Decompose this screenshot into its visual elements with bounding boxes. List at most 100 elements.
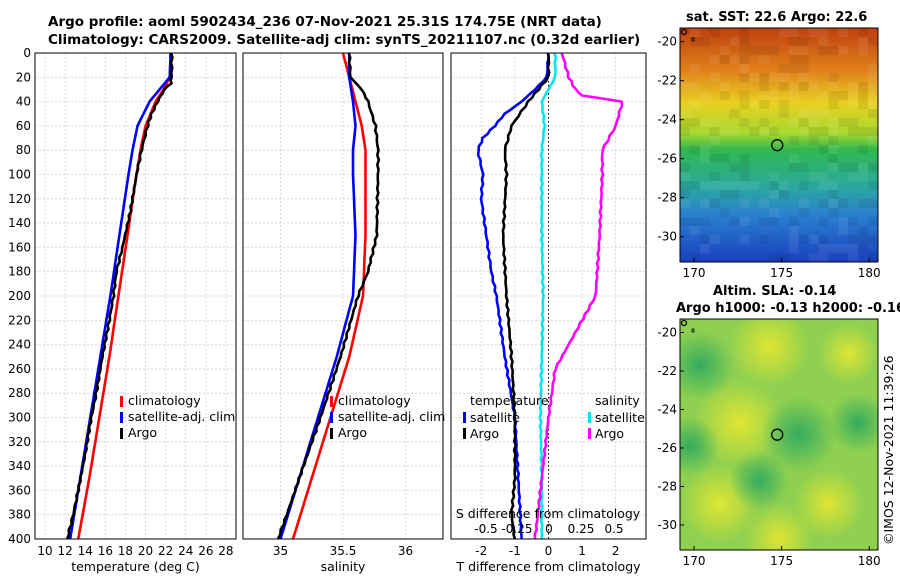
sst-pixel [838, 163, 849, 172]
sst-pixel [709, 28, 720, 37]
sst-pixel [828, 145, 839, 154]
sst-pixel [808, 172, 819, 181]
sst-pixel [719, 46, 730, 55]
sst-pixel [868, 73, 878, 82]
map-y-tick-label: -22 [657, 364, 677, 378]
sst-pixel [858, 235, 869, 244]
sla-anomaly [729, 319, 810, 387]
sst-pixel [739, 46, 750, 55]
map-y-tick-label: -20 [657, 35, 677, 49]
sst-pixel [788, 226, 799, 235]
sst-field [680, 28, 878, 262]
sst-pixel [769, 127, 779, 136]
sst-pixel [868, 127, 878, 136]
map-y-tick-label: -20 [657, 325, 677, 339]
sst-pixel [699, 244, 710, 253]
sst-pixel [680, 190, 690, 199]
map-x-tick-label: 180 [858, 266, 881, 280]
sla-map-subtitle: Argo h1000: -0.13 h2000: -0.16 [676, 301, 900, 316]
sst-pixel [848, 172, 859, 181]
map_sla-panel: 170 175 180 -20 -22 -24 -26 -28 -30 [657, 318, 881, 568]
sst-pixel [709, 127, 720, 136]
map-x-tick-label: 175 [770, 554, 793, 568]
sla-anomaly [744, 503, 814, 550]
sst-pixel [709, 55, 720, 64]
sst-pixel [808, 136, 819, 145]
sst-pixel [749, 73, 760, 82]
legend-swatch [588, 412, 591, 423]
sst-pixel [689, 28, 700, 37]
x-tick-label: 24 [178, 544, 193, 558]
sst-pixel [788, 46, 799, 55]
legend-label: Argo [128, 425, 157, 440]
sst-pixel [788, 64, 799, 73]
sst-pixel [868, 37, 878, 46]
sst-pixel [709, 181, 720, 190]
sst-pixel [798, 118, 809, 127]
sst-pixel [798, 127, 809, 136]
y-tick-label: 260 [8, 362, 31, 376]
sst-pixel [729, 127, 740, 136]
sst-pixel [749, 127, 760, 136]
sst-pixel [858, 226, 869, 235]
sst-pixel [828, 190, 839, 199]
sst-pixel [739, 118, 750, 127]
y-tick-label: 240 [8, 338, 31, 352]
sst-pixel [739, 55, 750, 64]
sst-pixel [868, 235, 878, 244]
sst-pixel [719, 82, 730, 91]
sst-pixel [798, 64, 809, 73]
legend-swatch [330, 396, 333, 407]
sst-pixel [788, 91, 799, 100]
sst-pixel [729, 55, 740, 64]
legend-swatch [463, 412, 466, 423]
axes-frame [242, 52, 444, 540]
map-x-tick-label: 180 [858, 554, 881, 568]
sst-pixel [739, 73, 750, 82]
sst-pixel [680, 118, 690, 127]
sst-pixel [818, 46, 829, 55]
coast-island [680, 319, 688, 327]
sst-pixel [828, 136, 839, 145]
sst-pixel [689, 217, 700, 226]
sst-pixel [689, 226, 700, 235]
sst-map-title: sat. SST: 22.6 Argo: 22.6 [686, 10, 868, 25]
sst-pixel [818, 172, 829, 181]
map-y-tick-label: -24 [657, 402, 677, 416]
sst-pixel [719, 91, 730, 100]
sst-pixel [858, 163, 869, 172]
coast-island [691, 37, 695, 42]
sst-pixel [788, 235, 799, 244]
sst-pixel [729, 163, 740, 172]
sst-pixel [699, 181, 710, 190]
x-tick-label: 22 [158, 544, 173, 558]
sst-pixel [848, 118, 859, 127]
sst-pixel [798, 181, 809, 190]
sst-pixel [848, 217, 859, 226]
sst-pixel [719, 127, 730, 136]
sst-pixel [779, 82, 789, 91]
y-tick-label: 340 [8, 459, 31, 473]
sst-pixel [818, 145, 829, 154]
sst-pixel [749, 46, 760, 55]
sla-anomaly [793, 468, 864, 539]
sst-pixel [788, 28, 799, 37]
sst-pixel [828, 163, 839, 172]
sst-pixel [769, 217, 779, 226]
sst-pixel [779, 190, 789, 199]
series-line-s-satellite [538, 52, 558, 539]
x-tick-label: 10 [37, 544, 52, 558]
sst-pixel [808, 28, 819, 37]
sst-pixel [818, 217, 829, 226]
figure-title-line1: Argo profile: aoml 5902434_236 07-Nov-20… [48, 14, 602, 30]
map-y-tick-label: -26 [657, 152, 677, 166]
sst-pixel [828, 73, 839, 82]
sst-pixel [680, 172, 690, 181]
sst-pixel [729, 181, 740, 190]
sst-pixel [818, 37, 829, 46]
sst-pixel [808, 118, 819, 127]
sst-pixel [779, 28, 789, 37]
map-x-tick-label: 175 [770, 266, 793, 280]
sst-pixel [769, 208, 779, 217]
copyright-stamp: ©IMOS 12-Nov-2021 11:39:26 [881, 355, 896, 545]
